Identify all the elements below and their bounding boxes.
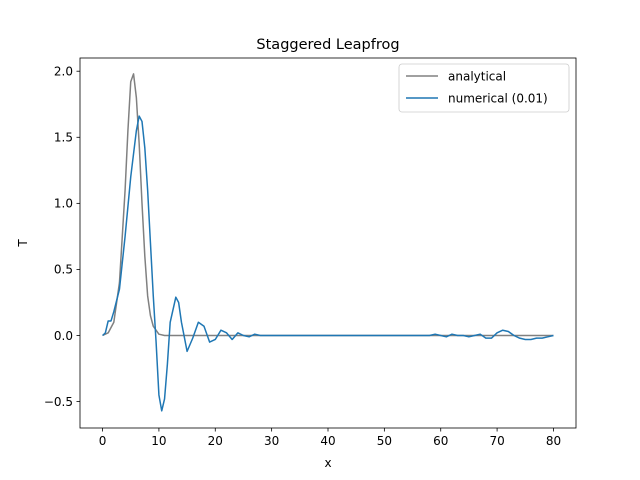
y-tick-label: 0.0 [54, 329, 73, 343]
chart-title: Staggered Leapfrog [256, 37, 399, 53]
x-tick-label: 30 [264, 434, 279, 448]
x-tick-label: 0 [99, 434, 107, 448]
x-tick-label: 10 [151, 434, 166, 448]
x-tick-label: 50 [377, 434, 392, 448]
x-tick-label: 60 [433, 434, 448, 448]
legend-label-analytical: analytical [448, 70, 506, 84]
y-tick-label: 0.5 [54, 263, 73, 277]
plot-lines [102, 73, 554, 412]
x-tick-label: 40 [320, 434, 335, 448]
series-line-numerical [102, 115, 554, 412]
y-axis-label: T [16, 239, 30, 248]
x-tick-label: 20 [208, 434, 223, 448]
x-axis-ticks: 0 10 20 30 40 50 60 70 80 [99, 428, 561, 448]
x-tick-label: 70 [489, 434, 504, 448]
y-tick-label: 1.5 [54, 131, 73, 145]
legend-label-numerical: numerical (0.01) [448, 92, 548, 106]
y-tick-label: 1.0 [54, 197, 73, 211]
x-axis-label: x [324, 456, 331, 470]
y-tick-label: −0.5 [44, 395, 73, 409]
y-axis-ticks: −0.5 0.0 0.5 1.0 1.5 2.0 [44, 65, 80, 409]
legend-box [398, 63, 570, 113]
x-tick-label: 80 [546, 434, 561, 448]
y-tick-label: 2.0 [54, 65, 73, 79]
legend: analytical numerical (0.01) [398, 63, 570, 113]
